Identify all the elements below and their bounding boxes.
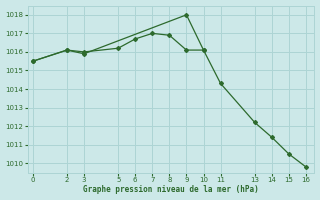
X-axis label: Graphe pression niveau de la mer (hPa): Graphe pression niveau de la mer (hPa): [83, 185, 259, 194]
